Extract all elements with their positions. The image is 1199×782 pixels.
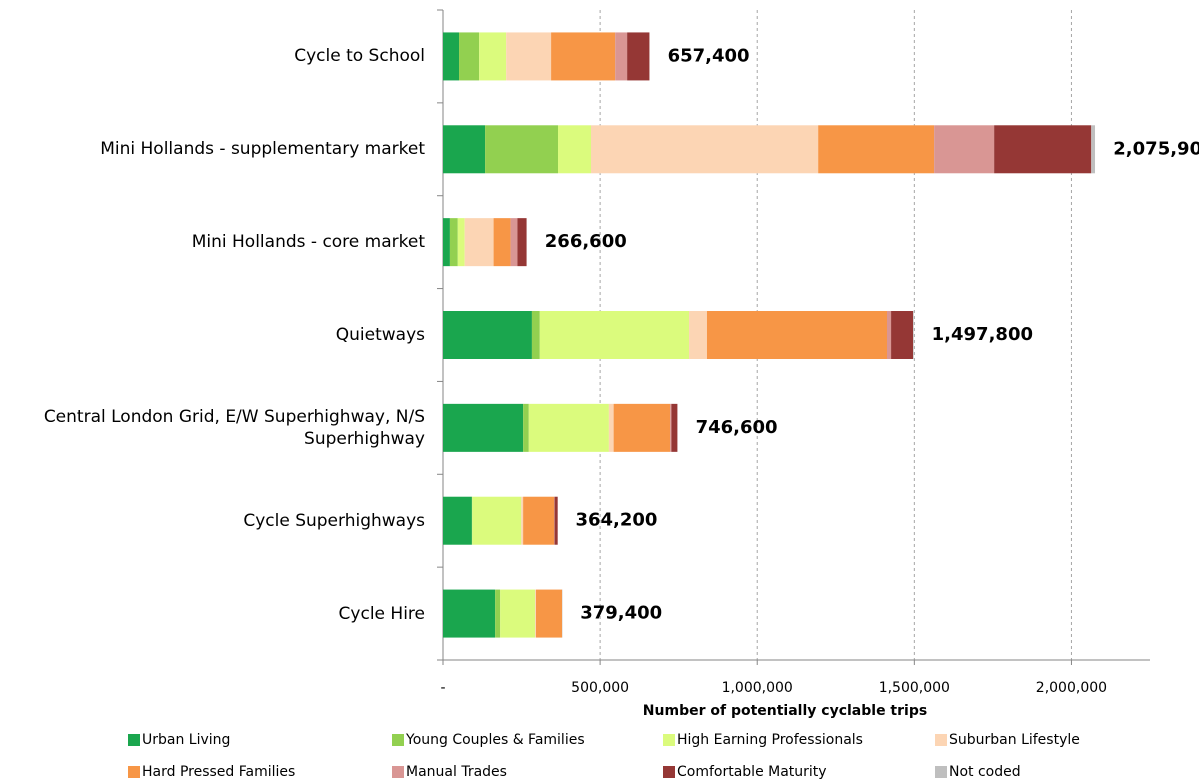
bar-segment <box>590 125 819 174</box>
legend-label: Urban Living <box>142 732 230 748</box>
bar-segment <box>934 125 995 174</box>
bar-segment <box>510 218 518 267</box>
x-tick-label: 1,000,000 <box>722 680 793 696</box>
bar-segment <box>994 125 1092 174</box>
x-tick-label: 500,000 <box>571 680 629 696</box>
bar-segment <box>523 403 529 452</box>
bar-segment <box>615 32 628 81</box>
bar-segment <box>913 311 914 359</box>
bar-segment <box>449 218 458 267</box>
y-tick-label: Central London Grid, E/W Superhighway, N… <box>43 406 425 449</box>
x-tick-label: 2,000,000 <box>1036 680 1107 696</box>
legend-label: Not coded <box>949 764 1021 780</box>
bar-segment <box>554 496 558 545</box>
bar-segment <box>886 311 892 359</box>
bar-segment <box>891 311 914 359</box>
total-label: 266,600 <box>545 231 627 252</box>
legend-swatch <box>392 766 404 778</box>
total-label: 746,600 <box>696 417 778 438</box>
bar-segment <box>493 218 511 267</box>
bar-segment <box>495 589 501 638</box>
total-label: 657,400 <box>668 45 750 66</box>
y-tick-label: Mini Hollands - supplementary market <box>100 139 425 160</box>
bar-segment <box>500 589 536 638</box>
bar-segment <box>479 32 507 81</box>
legend-swatch <box>935 734 947 746</box>
legend-swatch <box>935 766 947 778</box>
total-label: 364,200 <box>575 510 657 531</box>
y-tick-label: Cycle to School <box>294 46 425 67</box>
legend-swatch <box>663 734 675 746</box>
legend-label: Comfortable Maturity <box>677 764 827 780</box>
total-label: 2,075,900 <box>1113 138 1199 159</box>
bar-segment <box>608 403 614 452</box>
legend-label: Suburban Lifestyle <box>949 732 1080 748</box>
bar-segment <box>689 311 707 359</box>
legend-label: Young Couples & Families <box>405 732 585 748</box>
bar-segment <box>535 589 537 638</box>
bar-segment <box>528 403 609 452</box>
legend-label: High Earning Professionals <box>677 732 863 748</box>
bar-segment <box>671 403 678 452</box>
legend-swatch <box>392 734 404 746</box>
bar-segment <box>443 32 460 81</box>
bar-segment <box>472 496 522 545</box>
legend-swatch <box>128 766 140 778</box>
bar-segment <box>613 403 671 452</box>
y-tick-label: Mini Hollands - core market <box>191 232 425 253</box>
bar-segment <box>443 218 450 267</box>
legend-label: Hard Pressed Families <box>142 764 295 780</box>
bar-segment <box>506 32 552 81</box>
bar-segment <box>443 403 524 452</box>
bar-segment <box>539 311 690 359</box>
total-label: 379,400 <box>580 603 662 624</box>
bar-segment <box>1091 125 1096 174</box>
y-tick-label: Cycle Hire <box>338 603 425 624</box>
bar-segment <box>443 125 486 174</box>
bar-segment <box>670 403 672 452</box>
y-tick-label: Quietways <box>335 325 425 345</box>
bar-segment <box>517 218 527 267</box>
bar-segment <box>464 218 494 267</box>
bar-segment <box>627 32 650 81</box>
bar-segment <box>523 496 555 545</box>
legend-swatch <box>128 734 140 746</box>
bar-segment <box>536 589 563 638</box>
bar-segment <box>457 218 465 267</box>
legend-swatch <box>663 766 675 778</box>
y-tick-label: Cycle Superhighways <box>243 510 425 531</box>
bar-segment <box>551 32 616 81</box>
bar-segment <box>443 311 532 359</box>
bar-segment <box>521 496 524 545</box>
x-tick-label: 1,500,000 <box>879 680 950 696</box>
x-axis-title: Number of potentially cyclable trips <box>643 703 927 719</box>
bar-segment <box>558 125 591 174</box>
total-label: 1,497,800 <box>932 324 1033 345</box>
bar-segment <box>531 311 540 359</box>
bar-segment <box>485 125 559 174</box>
bar-segment <box>459 32 480 81</box>
legend-label: Manual Trades <box>406 764 507 780</box>
x-tick-label: - <box>440 680 445 696</box>
bar-segment <box>818 125 935 174</box>
bar-segment <box>443 496 472 545</box>
bar-segment <box>706 311 887 359</box>
bar-segment <box>443 589 496 638</box>
